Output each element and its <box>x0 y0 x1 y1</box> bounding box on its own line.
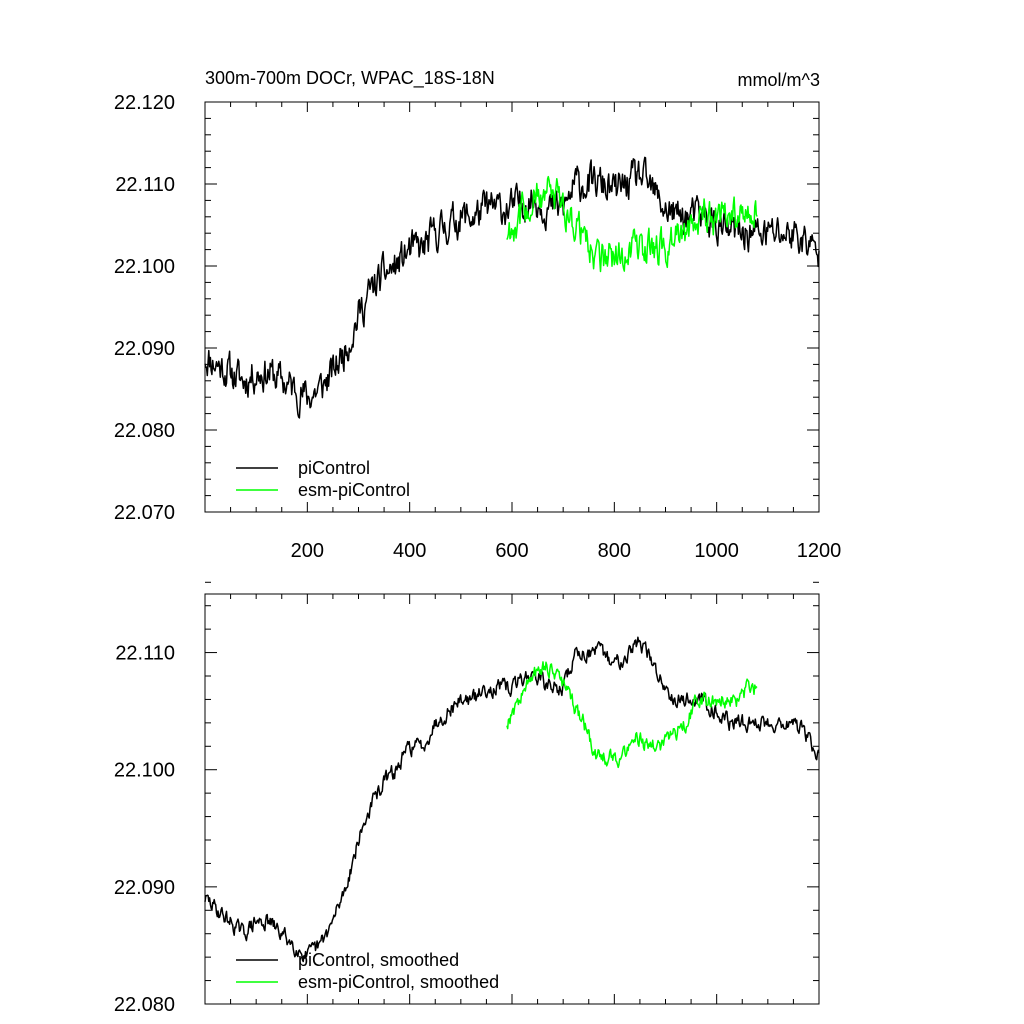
bottom-panel: 22.080 22.090 22.100 22.110 piControl, smoo… <box>114 581 820 1016</box>
y-tick-label: 22.090 <box>114 338 175 360</box>
y-tick-label: 22.110 <box>115 174 175 196</box>
bottom-legend: piControl, smoothed esm-piControl, smoot… <box>236 950 499 992</box>
x-tick-label: 600 <box>495 540 528 562</box>
legend-label-esm-picontrol: esm-piControl <box>298 480 410 500</box>
x-tick-label: 800 <box>598 540 631 562</box>
bottom-plot-frame <box>204 593 820 1005</box>
y-tick-label: 22.070 <box>114 502 175 524</box>
bottom-ticks-layer: 22.080 22.090 22.100 22.110 <box>114 581 820 1016</box>
top-panel-units: mmol/m^3 <box>738 70 820 90</box>
y-tick-label: 22.120 <box>114 92 175 114</box>
x-tick-label: 400 <box>393 540 426 562</box>
series-line-esm-picontrol <box>506 175 758 273</box>
series-line-picontrol <box>204 156 820 419</box>
y-tick-label: 22.110 <box>115 643 175 665</box>
top-series-layer <box>204 156 820 419</box>
y-tick-label: 22.080 <box>114 420 175 442</box>
top-plot-frame <box>204 101 820 513</box>
top-ticks-layer: 200 400 600 800 1000 1200 22.070 22.080 22.090 22… <box>114 92 841 562</box>
y-tick-label: 22.100 <box>114 760 175 782</box>
top-legend: piControl esm-piControl <box>236 458 410 500</box>
y-tick-label: 22.090 <box>114 877 175 899</box>
legend-label-esm-picontrol-smoothed: esm-piControl, smoothed <box>298 972 499 992</box>
legend-label-picontrol-smoothed: piControl, smoothed <box>298 950 459 970</box>
x-tick-label: 1000 <box>694 540 739 562</box>
legend-label-picontrol: piControl <box>298 458 370 478</box>
top-panel-title: 300m-700m DOCr, WPAC_18S-18N <box>205 68 495 89</box>
series-line-picontrol-smoothed <box>204 636 820 963</box>
bottom-series-layer <box>204 636 820 963</box>
top-panel: 300m-700m DOCr, WPAC_18S-18N mmol/m^3 20… <box>114 68 841 562</box>
series-line-esm-picontrol-smoothed <box>506 661 758 769</box>
x-tick-label: 200 <box>291 540 324 562</box>
y-tick-label: 22.100 <box>114 256 175 278</box>
y-tick-label: 22.080 <box>114 994 175 1016</box>
x-tick-label: 1200 <box>797 540 842 562</box>
